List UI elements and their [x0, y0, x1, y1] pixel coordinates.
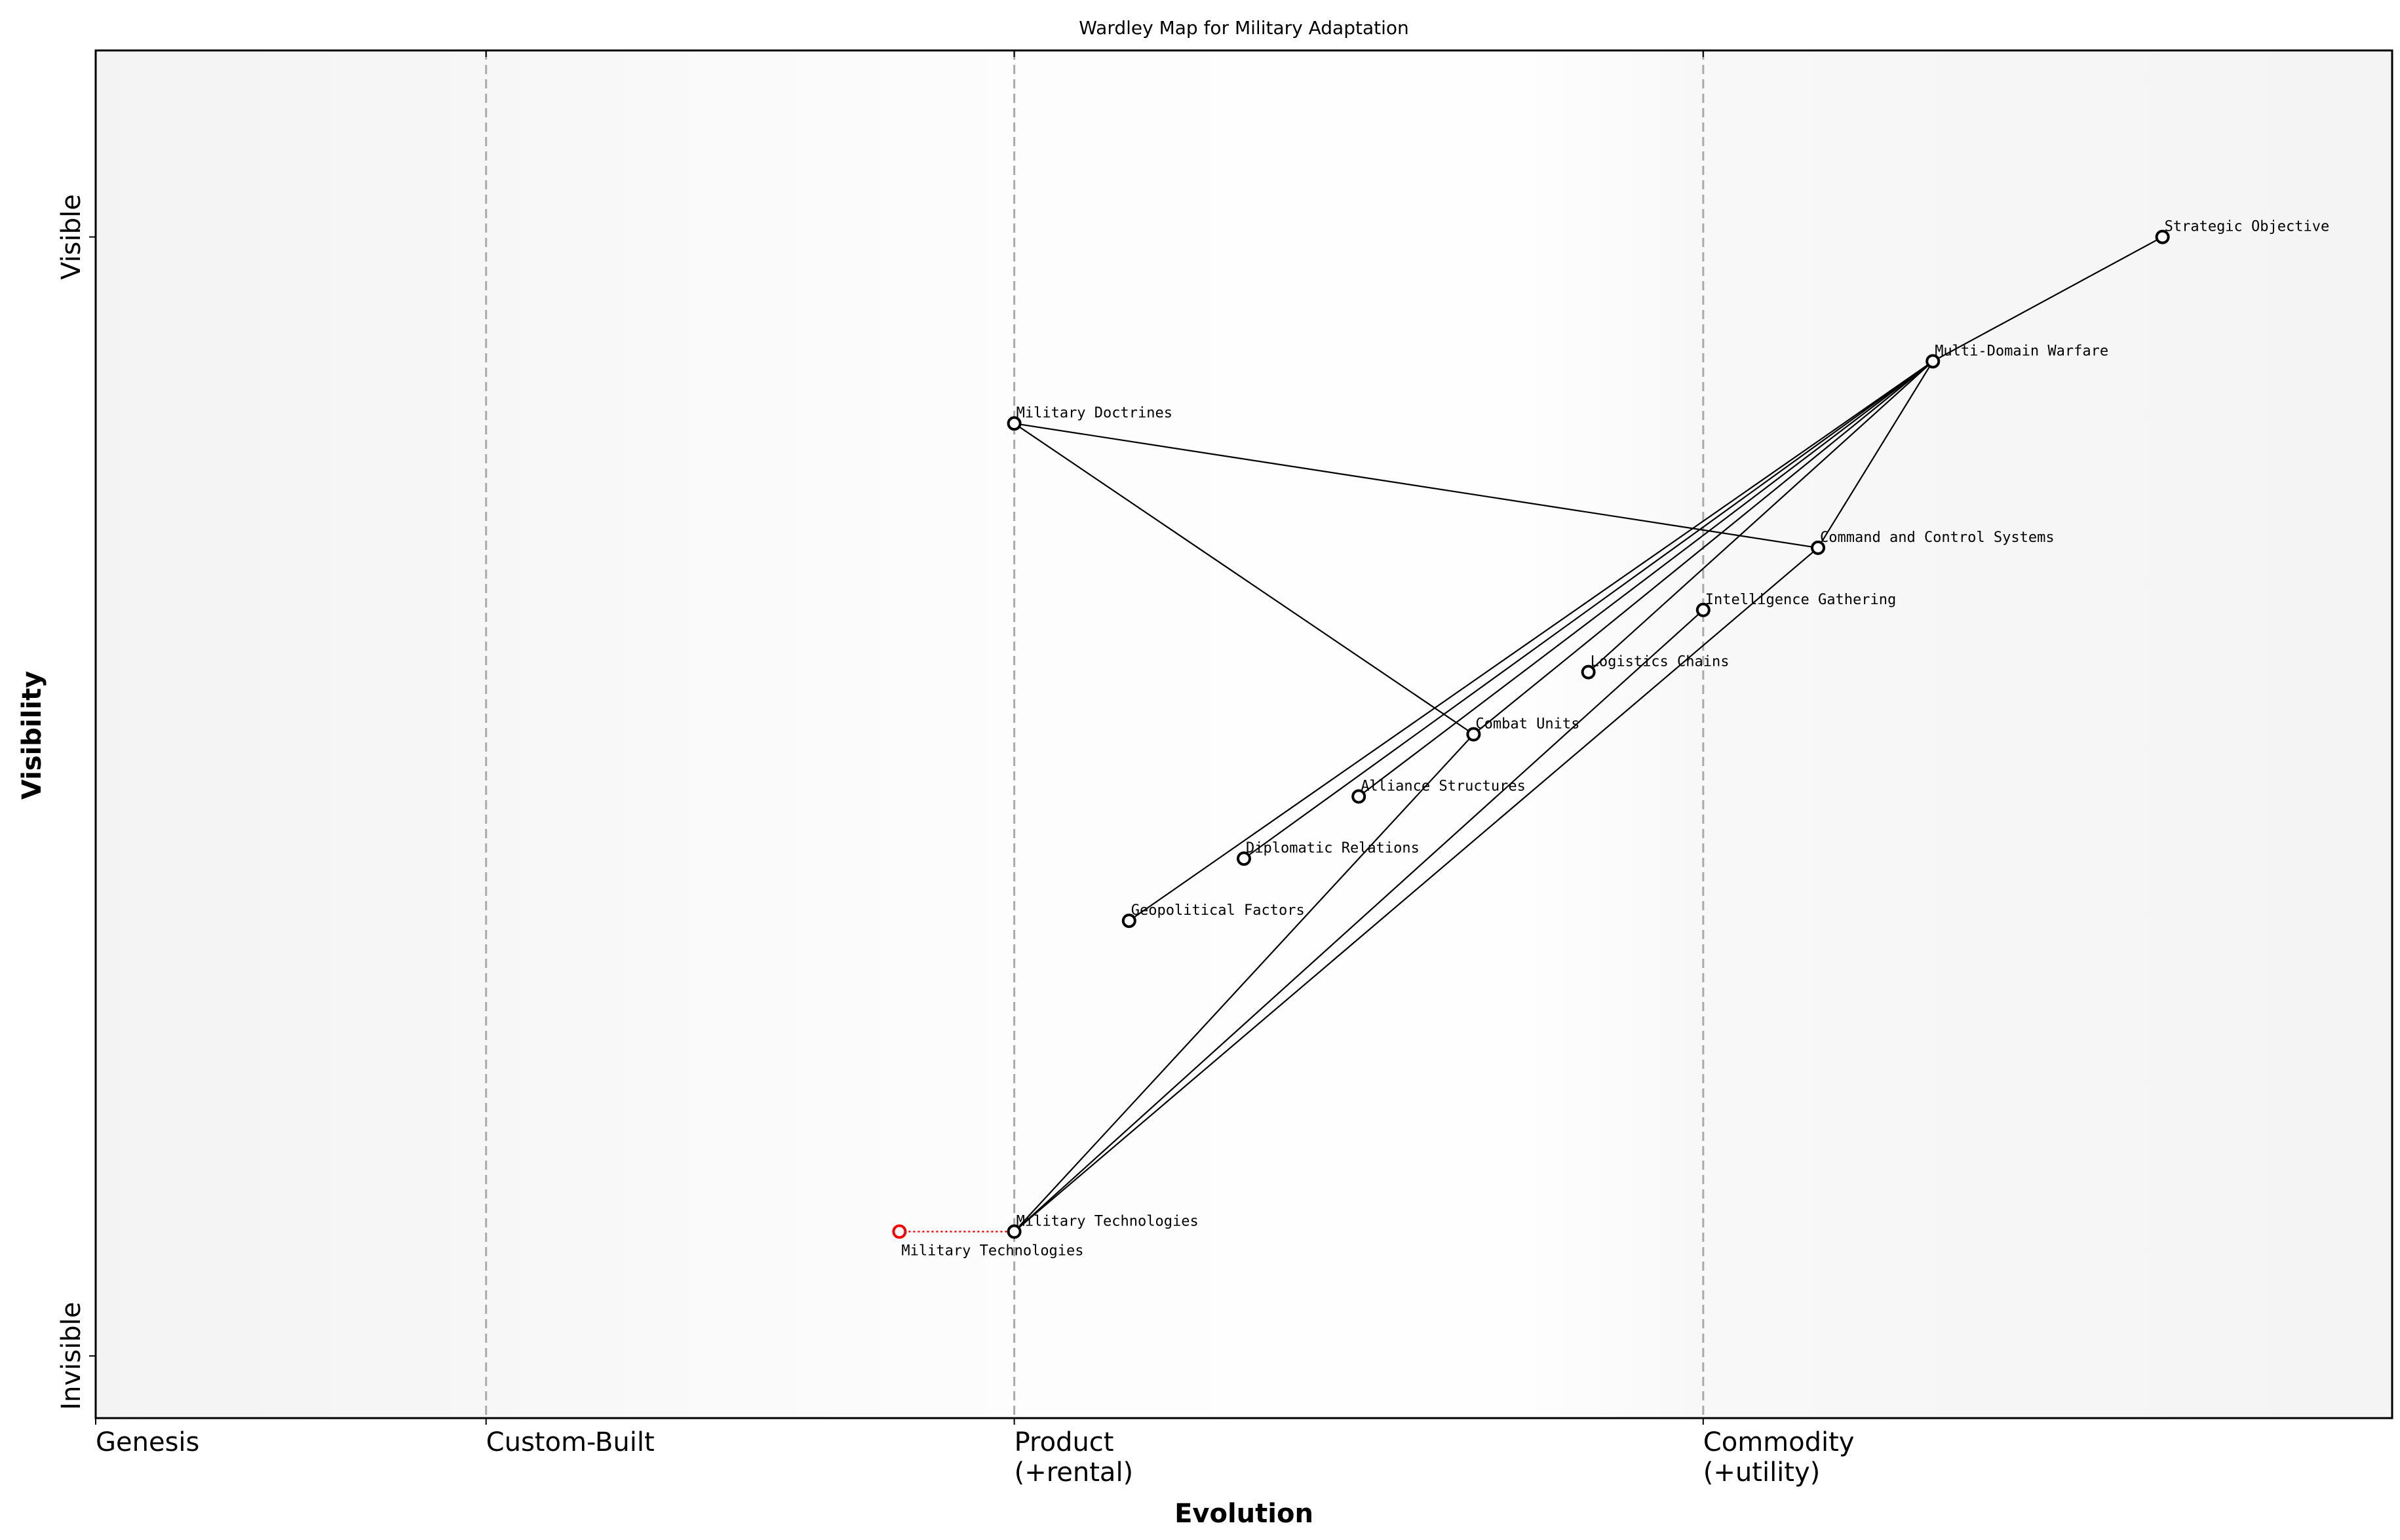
dependency-link	[1932, 236, 2163, 362]
dependency-link	[1473, 360, 1933, 735]
component-label: Logistics Chains	[1591, 654, 1730, 670]
dependency-link	[1013, 423, 1475, 735]
component-label: Diplomatic Relations	[1246, 840, 1420, 857]
y-tick-label: Visible	[56, 194, 87, 280]
dependency-link	[1014, 423, 1819, 549]
plot-frame	[94, 49, 2393, 1419]
dependency-link	[1013, 609, 1704, 1233]
evolved-component-marker	[892, 1224, 907, 1239]
component-label: Combat Units	[1475, 716, 1579, 733]
chart-title: Wardley Map for Military Adaptation	[1079, 17, 1408, 39]
component-marker	[1121, 914, 1136, 929]
x-tick-label: Custom-Built	[486, 1427, 655, 1457]
component-label: Alliance Structures	[1361, 778, 1526, 794]
component-marker	[1351, 789, 1366, 804]
component-label: Strategic Objective	[2165, 219, 2330, 235]
plot-background	[96, 50, 2392, 1418]
dependency-link	[1013, 547, 1819, 1233]
dependency-link	[1013, 733, 1475, 1233]
component-label: Intelligence Gathering	[1705, 592, 1896, 608]
component-marker	[1007, 1224, 1022, 1239]
component-label: Command and Control Systems	[1820, 529, 2055, 546]
dependency-link	[1358, 360, 1933, 798]
evolved-component-label: Military Technologies	[901, 1242, 1083, 1259]
dependency-link	[1817, 360, 1934, 549]
x-tick-label: Commodity (+utility)	[1703, 1427, 1855, 1488]
y-axis-title: Visibility	[17, 671, 47, 799]
component-label: Geopolitical Factors	[1131, 902, 1305, 919]
component-marker	[2155, 229, 2170, 244]
y-tick-label: Invisible	[56, 1302, 87, 1410]
x-tick-label: Product (+rental)	[1015, 1427, 1134, 1488]
component-label: Military Technologies	[1016, 1213, 1199, 1229]
dependency-link	[1129, 360, 1933, 921]
component-marker	[1811, 540, 1825, 555]
x-axis-title: Evolution	[1174, 1499, 1313, 1529]
dependency-link	[1243, 360, 1933, 860]
component-marker	[1926, 354, 1941, 369]
dependency-link	[1587, 360, 1933, 673]
component-marker	[1581, 664, 1596, 680]
x-tick-label: Genesis	[96, 1427, 199, 1457]
component-marker	[1695, 602, 1711, 617]
component-marker	[1237, 851, 1251, 866]
component-label: Multi-Domain Warfare	[1935, 343, 2108, 359]
component-marker	[1007, 416, 1022, 431]
component-label: Military Doctrines	[1016, 405, 1172, 421]
component-marker	[1466, 727, 1481, 742]
